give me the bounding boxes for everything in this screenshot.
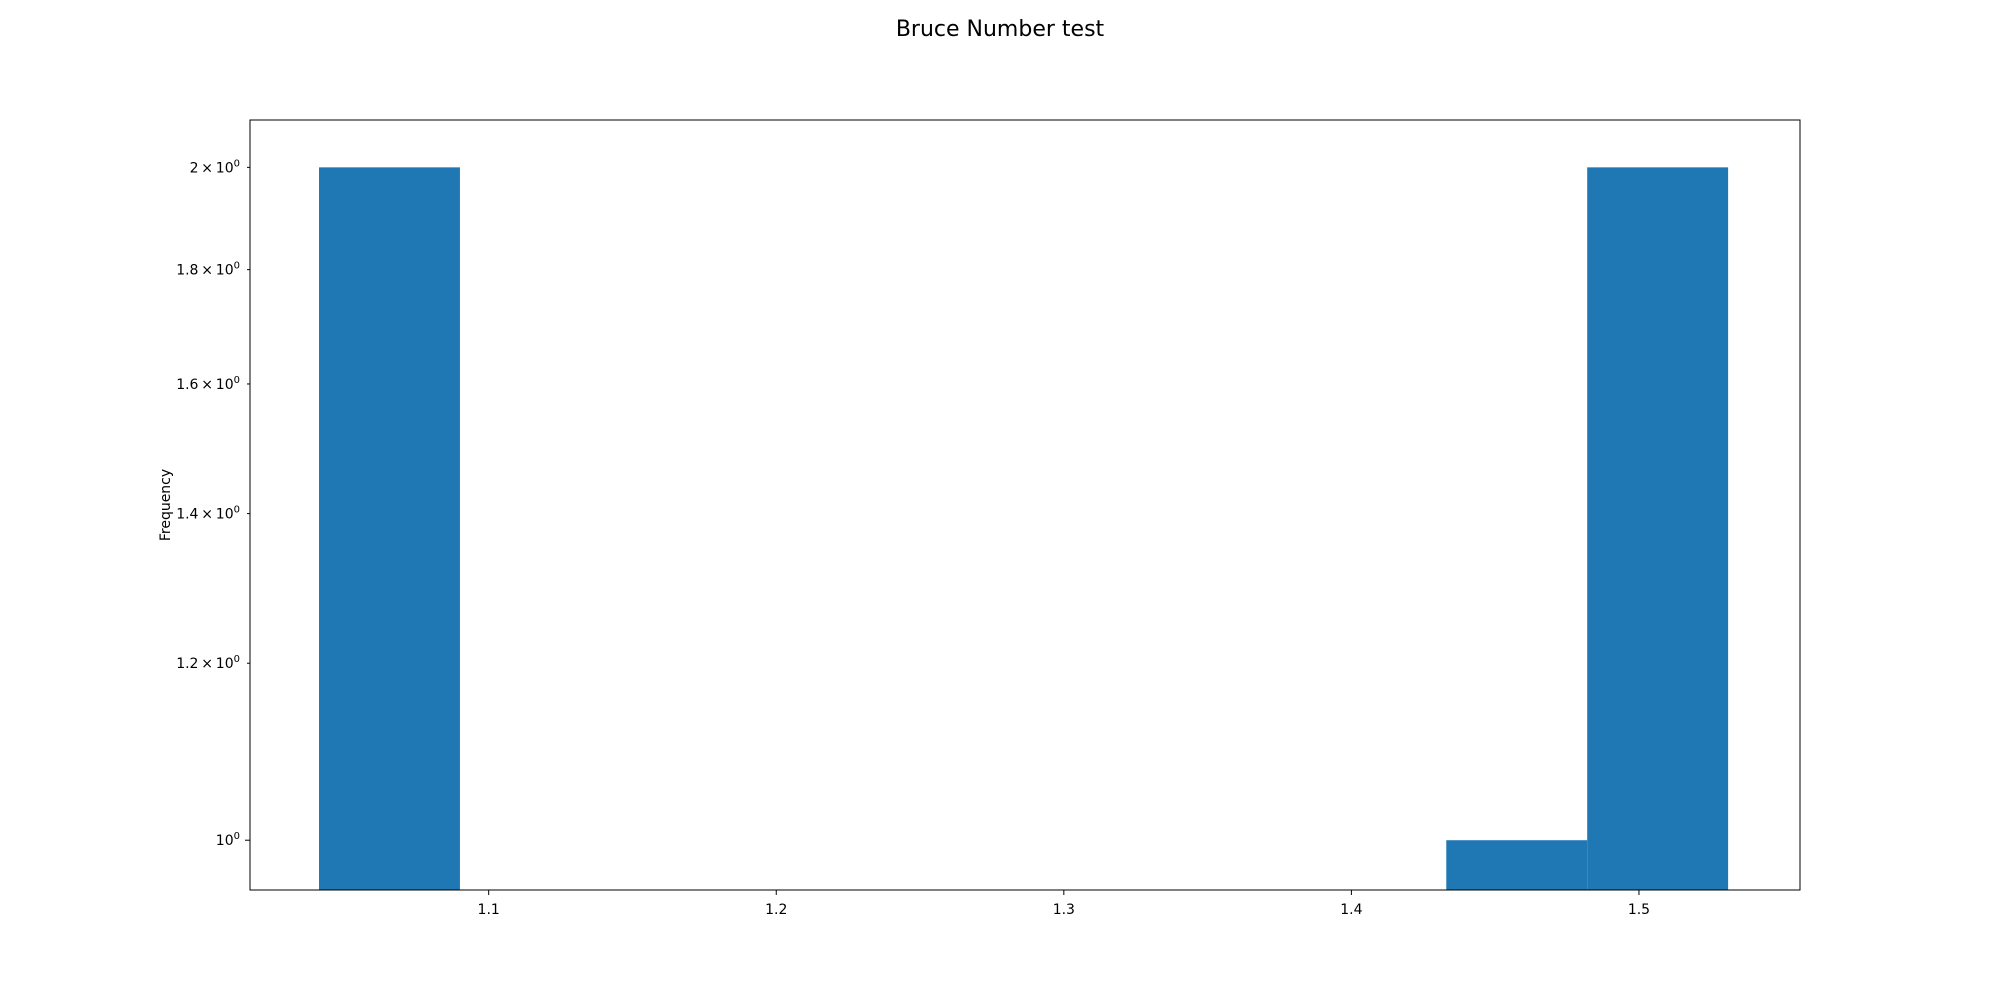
y-tick-label: 100 (216, 831, 240, 849)
y-tick-label: 1.4 × 100 (176, 505, 240, 523)
histogram-bar (319, 167, 460, 891)
x-tick-label: 1.2 (765, 902, 787, 918)
y-tick-label: 1.8 × 100 (176, 261, 240, 279)
histogram-bar (1587, 167, 1729, 891)
x-tick-label: 1.3 (1053, 902, 1075, 918)
y-tick-label: 1.2 × 100 (176, 654, 240, 672)
histogram-bar (1446, 840, 1588, 890)
y-axis: 100 1.2 × 100 1.4 × 100 1.6 × 100 1.8 × 100 2… (176, 158, 250, 849)
y-tick-label: 2 × 100 (190, 158, 240, 176)
bars-layer (319, 167, 1729, 891)
chart-title: Bruce Number test (896, 17, 1105, 42)
x-axis: 1.1 1.2 1.3 1.4 1.5 (478, 890, 1650, 918)
x-tick-label: 1.5 (1628, 902, 1650, 918)
x-tick-label: 1.4 (1340, 902, 1362, 918)
x-tick-label: 1.1 (478, 902, 500, 918)
axes-frame (249, 119, 1801, 891)
y-tick-label: 1.6 × 100 (176, 375, 240, 393)
y-axis-label: Frequency (158, 469, 174, 541)
